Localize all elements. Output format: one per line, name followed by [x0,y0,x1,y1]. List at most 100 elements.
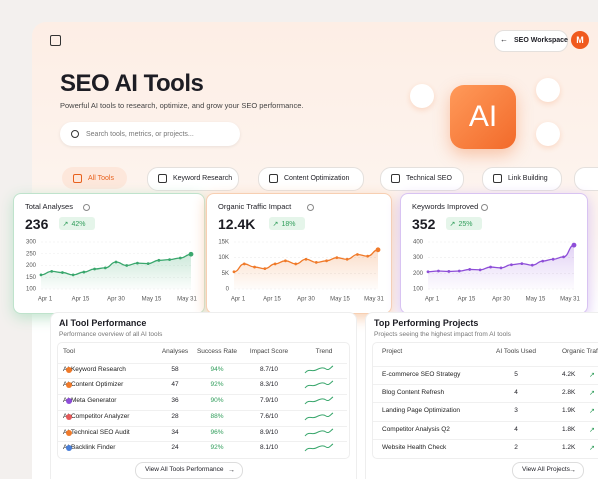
tool-icon [66,367,72,373]
table-cell: AI Backlink Finder [63,443,116,451]
table-frame [57,342,350,459]
trend-point [114,260,118,264]
trend-point [294,262,298,266]
trend-point [489,265,492,269]
column-header: Success Rate [196,347,238,355]
section-subtitle: Performance overview of all AI tools [59,330,163,338]
tab[interactable] [62,167,127,189]
search-icon [71,130,79,138]
trend-area [428,245,574,289]
section-title: AI Tool Performance [59,317,147,328]
trend-point [232,270,236,274]
trend-sparkline [304,443,334,452]
column-header: Tool [63,347,75,355]
x-tick-label: Apr 1 [425,297,440,303]
y-tick-label: 150 [26,275,37,281]
trend-point [253,265,256,269]
tab-icon [391,174,400,183]
search-box[interactable] [60,122,240,146]
trend-sparkline [304,412,334,421]
trend-point [437,269,440,273]
table-cell: AI Technical SEO Audit [63,428,130,436]
row-divider [58,377,347,379]
x-tick-label: May 31 [560,297,580,303]
tab[interactable] [147,167,239,191]
table-cell: 96% [210,428,224,436]
workspace-label: SEO Workspace [514,36,568,44]
sparkline [304,365,334,374]
trend-point [562,255,565,259]
y-tick-label: 10K [218,255,229,261]
table-frame [372,342,598,459]
table-cell: 1.2K [562,443,576,451]
trend-point [263,267,267,271]
tab-more[interactable] [574,167,598,191]
trend-point [478,268,482,272]
change-chip [445,217,482,230]
x-tick-label: Apr 30 [107,297,125,303]
y-tick-label: 200 [26,263,37,269]
trend-point [103,266,107,270]
card-value: 236 [25,216,49,232]
table-cell: E-commerce SEO Strategy [382,370,461,378]
sparkline [304,396,334,405]
trend-point [71,273,75,277]
section-button-label: View All Tools Performance [145,465,224,473]
trend-point [468,268,472,271]
row-divider [373,384,598,385]
y-tick-label: 400 [413,240,424,246]
tab[interactable] [380,167,464,191]
change-arrow: ↗ [449,220,456,228]
trend-sparkline [304,380,334,389]
trend-point [39,273,43,277]
tab[interactable] [482,167,562,191]
table-cell: 3 [514,406,518,414]
card-title: Keywords Improved [412,202,479,212]
x-tick-label: Apr 15 [458,297,476,303]
table-cell: Landing Page Optimization [382,406,461,414]
back-arrow: ← [500,35,508,44]
info-icon [306,204,314,211]
trend-area [234,249,378,289]
sparkline [304,412,334,421]
y-tick-label: 15K [218,240,229,246]
page-subtitle: Powerful AI tools to research, optimize,… [60,101,304,111]
trend-point [356,253,359,256]
trend-arrow: ↗ [589,408,595,415]
x-tick-label: Apr 1 [38,297,53,303]
sidebar-toggle [50,35,61,46]
table-cell: 34 [171,428,179,436]
section-subtitle: Projects seeing the highest impact from … [374,330,511,338]
y-tick-label: 300 [413,255,424,261]
tab[interactable] [258,167,364,191]
avatar[interactable]: M [571,31,589,49]
tool-icon [66,414,72,420]
y-tick-label: 5K [222,271,229,277]
trend-arrow: ↗ [589,390,595,397]
tab-label: Keyword Research [173,174,233,182]
row-divider [58,362,347,364]
card-title: Total Analyses [25,202,73,212]
table-cell: AI Content Optimizer [63,380,124,388]
tab-icon [158,174,167,183]
trend-point [157,258,161,262]
trend-arrow: ↗ [589,372,595,379]
tool-icon [66,445,72,451]
table-cell: 36 [171,396,179,404]
change-chip [268,217,305,230]
card-change: 25% [458,220,473,228]
workspace-button[interactable] [494,30,568,52]
table-cell: 1.9K [562,406,576,414]
button-arrow: → [569,466,576,474]
card-title: Organic Traffic Impact [218,202,292,212]
trend-point [345,257,349,261]
section-card [365,312,598,479]
table-cell: 24 [171,443,179,451]
trend-point [375,247,381,253]
table-cell: 92% [210,443,224,451]
tab-icon [73,174,82,183]
y-tick-label: 100 [413,287,424,293]
section-title: Top Performing Projects [374,317,479,328]
y-tick-label: 300 [26,240,37,246]
table-cell: 90% [210,396,224,404]
